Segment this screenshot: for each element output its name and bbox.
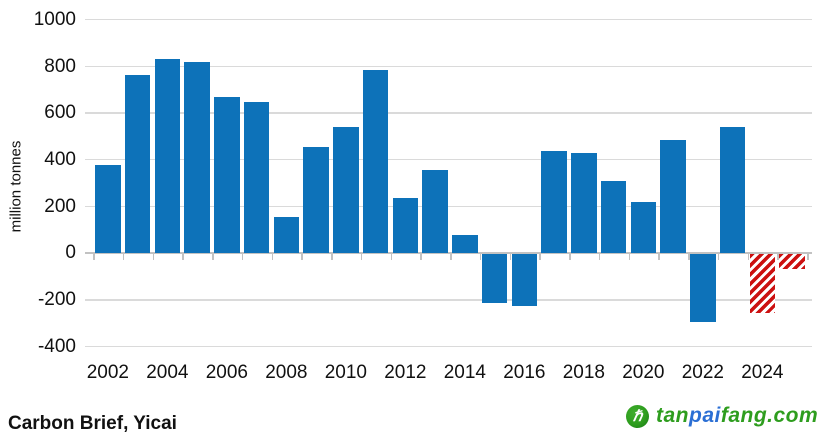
- y-tick-label--400: -400: [37, 335, 76, 357]
- x-axis-tick: [479, 254, 482, 260]
- bar-2025: [779, 254, 805, 270]
- bar-2002: [95, 164, 121, 254]
- gridline-400: [85, 158, 812, 161]
- x-tick-label-2002: 2002: [86, 362, 130, 383]
- x-tick-label-2014: 2014: [443, 362, 487, 383]
- bar-2017: [541, 150, 567, 254]
- x-axis-tick: [688, 254, 690, 260]
- x-axis-tick: [509, 254, 511, 260]
- bar-2011: [362, 70, 389, 254]
- x-axis-tick: [390, 254, 392, 260]
- x-tick-label-2022: 2022: [681, 362, 725, 383]
- bar-2021: [660, 140, 686, 254]
- x-tick-label-2018: 2018: [562, 362, 606, 383]
- x-tick-label-2010: 2010: [324, 362, 368, 383]
- bar-2013: [422, 170, 448, 254]
- x-axis-tick: [628, 254, 630, 260]
- bar-2012: [392, 198, 419, 254]
- y-tick-label-1000: 1000: [33, 8, 76, 30]
- y-tick-label-600: 600: [44, 102, 76, 124]
- x-tick-label-2012: 2012: [384, 362, 427, 383]
- bar-2014: [452, 234, 478, 254]
- logo-text-segment: fang.com: [720, 404, 819, 427]
- tanpaifang-logo[interactable]: ℏ tanpaifang.com: [626, 404, 818, 428]
- y-axis-title: million tonnes: [7, 140, 25, 233]
- gridline--400: [85, 345, 812, 348]
- bar-2008: [273, 217, 300, 254]
- x-axis-tick: [450, 254, 452, 260]
- x-axis-tick: [301, 254, 303, 260]
- x-axis-tick: [569, 254, 571, 260]
- gridline-1000: [85, 18, 812, 21]
- x-tick-label-2020: 2020: [622, 362, 665, 383]
- bar-2024: [749, 254, 776, 313]
- bar-2005: [184, 61, 210, 254]
- y-tick-label--200: -200: [37, 289, 76, 310]
- x-axis-tick: [182, 254, 184, 260]
- bar-2023: [719, 127, 746, 254]
- gridline-200: [85, 205, 812, 208]
- x-tick-label-2016: 2016: [503, 362, 546, 383]
- x-axis-tick: [241, 254, 244, 260]
- bar-2006: [214, 96, 240, 254]
- x-axis-tick: [152, 254, 154, 260]
- x-axis-tick: [598, 254, 601, 260]
- x-axis-tick: [360, 254, 363, 260]
- x-axis-tick: [658, 254, 660, 260]
- bar-2022: [690, 254, 716, 322]
- gridline-800: [85, 65, 812, 67]
- y-tick-label-800: 800: [44, 55, 76, 77]
- gridline-600: [85, 112, 812, 114]
- bar-2007: [243, 101, 270, 254]
- bar-2018: [571, 152, 597, 254]
- x-tick-label-2006: 2006: [205, 362, 249, 383]
- source-attribution: Carbon Brief, Yicai: [8, 413, 177, 434]
- gridline--200: [85, 299, 812, 301]
- x-axis-tick: [331, 254, 333, 260]
- bar-2004: [154, 59, 181, 254]
- x-axis-tick: [420, 254, 422, 260]
- x-axis-tick: [747, 254, 749, 260]
- bar-2020: [630, 201, 657, 254]
- y-tick-label-200: 200: [44, 195, 76, 217]
- bar-2009: [303, 147, 329, 254]
- bar-2015: [481, 254, 508, 304]
- x-axis-tick: [539, 254, 541, 260]
- x-tick-label-2004: 2004: [146, 362, 189, 383]
- x-tick-label-2024: 2024: [741, 362, 784, 383]
- x-axis-tick: [212, 254, 214, 260]
- y-tick-label-400: 400: [44, 148, 76, 170]
- tanpaifang-logo-text: tanpaifang.com: [656, 404, 818, 428]
- bar-2003: [124, 74, 151, 254]
- logo-text-segment: pai: [689, 404, 721, 427]
- y-tick-label-0: 0: [65, 242, 76, 264]
- x-axis-line: [85, 252, 812, 255]
- bar-2016: [511, 254, 538, 306]
- x-axis-tick: [717, 254, 720, 260]
- bar-2010: [333, 127, 359, 254]
- x-tick-label-2008: 2008: [265, 362, 308, 383]
- x-axis-tick: [777, 254, 779, 260]
- x-axis-tick: [122, 254, 125, 260]
- x-axis-tick: [271, 254, 273, 260]
- logo-text-segment: tan: [656, 404, 689, 427]
- x-axis-tick: [807, 254, 809, 260]
- x-axis-tick: [93, 254, 95, 260]
- bar-2019: [600, 180, 627, 254]
- tanpaifang-logo-icon: ℏ: [626, 404, 649, 428]
